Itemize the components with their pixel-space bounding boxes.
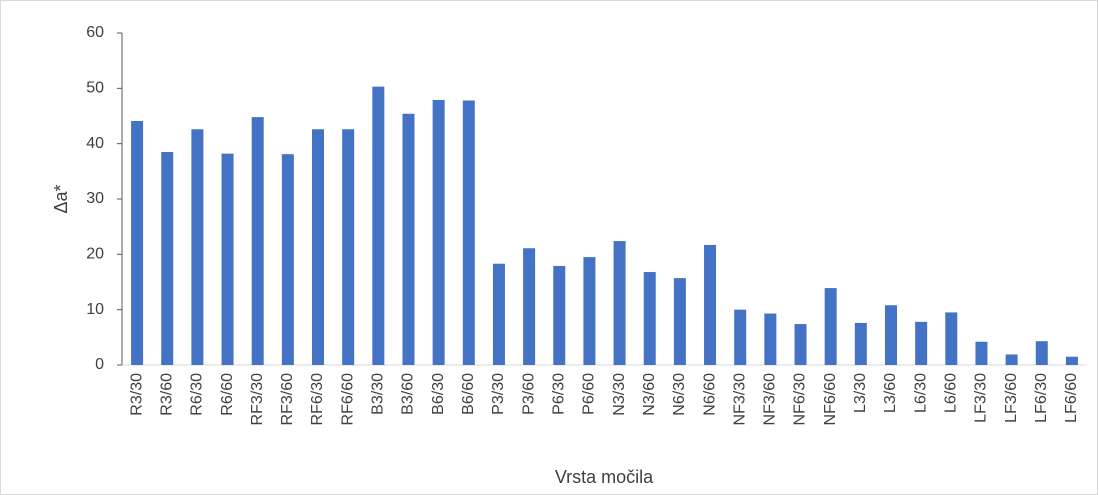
x-tick-label: LF3/30 <box>973 373 990 423</box>
x-tick-label: LF6/60 <box>1063 373 1080 423</box>
bar <box>342 129 355 365</box>
x-tick-label: LF6/30 <box>1033 373 1050 423</box>
bar <box>884 305 897 365</box>
x-tick-label: L3/30 <box>852 373 869 413</box>
bar <box>372 86 385 365</box>
y-axis-label: Δa* <box>51 184 71 213</box>
bar <box>915 321 928 365</box>
bar <box>854 322 867 365</box>
x-tick-label: B3/60 <box>400 373 417 415</box>
x-tick-label: RF6/30 <box>309 373 326 426</box>
bar <box>462 100 475 366</box>
x-tick-label: N6/30 <box>671 373 688 416</box>
bar <box>583 257 596 365</box>
x-tick-label: N3/60 <box>641 373 658 416</box>
bar <box>432 99 445 365</box>
x-tick-label: NF3/60 <box>762 373 779 426</box>
x-tick-label: RF3/60 <box>279 373 296 426</box>
bar <box>734 309 747 365</box>
bar <box>161 151 174 365</box>
x-tick-label: R6/30 <box>189 373 206 416</box>
bar <box>131 120 144 365</box>
bar <box>191 129 204 365</box>
bar <box>251 117 264 366</box>
y-tick-label: 20 <box>86 246 104 263</box>
x-axis-label: Vrsta močila <box>555 467 654 487</box>
x-tick-label: P3/30 <box>490 373 507 415</box>
bar <box>281 154 294 365</box>
bar <box>794 324 807 365</box>
bar <box>1065 356 1078 365</box>
x-tick-label: B6/60 <box>460 373 477 415</box>
x-tick-label: L3/60 <box>882 373 899 413</box>
x-tick-label: N3/30 <box>611 373 628 416</box>
bar <box>523 248 536 365</box>
x-tick-label: LF3/60 <box>1003 373 1020 423</box>
x-tick-label: P6/60 <box>581 373 598 415</box>
x-tick-label: P6/30 <box>550 373 567 415</box>
bar <box>221 153 234 365</box>
x-tick-label: B6/30 <box>430 373 447 415</box>
x-tick-label: RF3/30 <box>249 373 266 426</box>
bar <box>613 241 626 365</box>
bar <box>492 263 505 365</box>
bar <box>1005 354 1018 365</box>
bar <box>704 244 717 365</box>
y-tick-label: 30 <box>86 190 104 207</box>
bar <box>945 312 958 365</box>
y-tick-label: 60 <box>86 24 104 41</box>
y-tick-label: 10 <box>86 301 104 318</box>
y-tick-label: 50 <box>86 80 104 97</box>
bar <box>673 278 686 365</box>
bar <box>553 265 566 365</box>
y-tick-label: 40 <box>86 135 104 152</box>
x-tick-label: NF6/30 <box>792 373 809 426</box>
x-tick-label: P3/60 <box>520 373 537 415</box>
y-tick-label: 0 <box>95 356 104 373</box>
x-tick-label: RF6/60 <box>339 373 356 426</box>
bar <box>643 272 656 365</box>
x-tick-label: L6/30 <box>912 373 929 413</box>
x-tick-label: B3/30 <box>370 373 387 415</box>
bar <box>764 313 777 365</box>
bar <box>824 288 837 365</box>
x-tick-label: R6/60 <box>219 373 236 416</box>
bar <box>1035 341 1048 365</box>
x-tick-label: NF6/60 <box>822 373 839 426</box>
bar <box>312 129 325 365</box>
x-tick-label: R3/30 <box>128 373 145 416</box>
x-tick-label: N6/60 <box>701 373 718 416</box>
x-tick-label: NF3/30 <box>731 373 748 426</box>
x-tick-label: L6/60 <box>943 373 960 413</box>
x-tick-label: R3/60 <box>158 373 175 416</box>
bar <box>975 341 988 365</box>
bar <box>402 113 415 365</box>
